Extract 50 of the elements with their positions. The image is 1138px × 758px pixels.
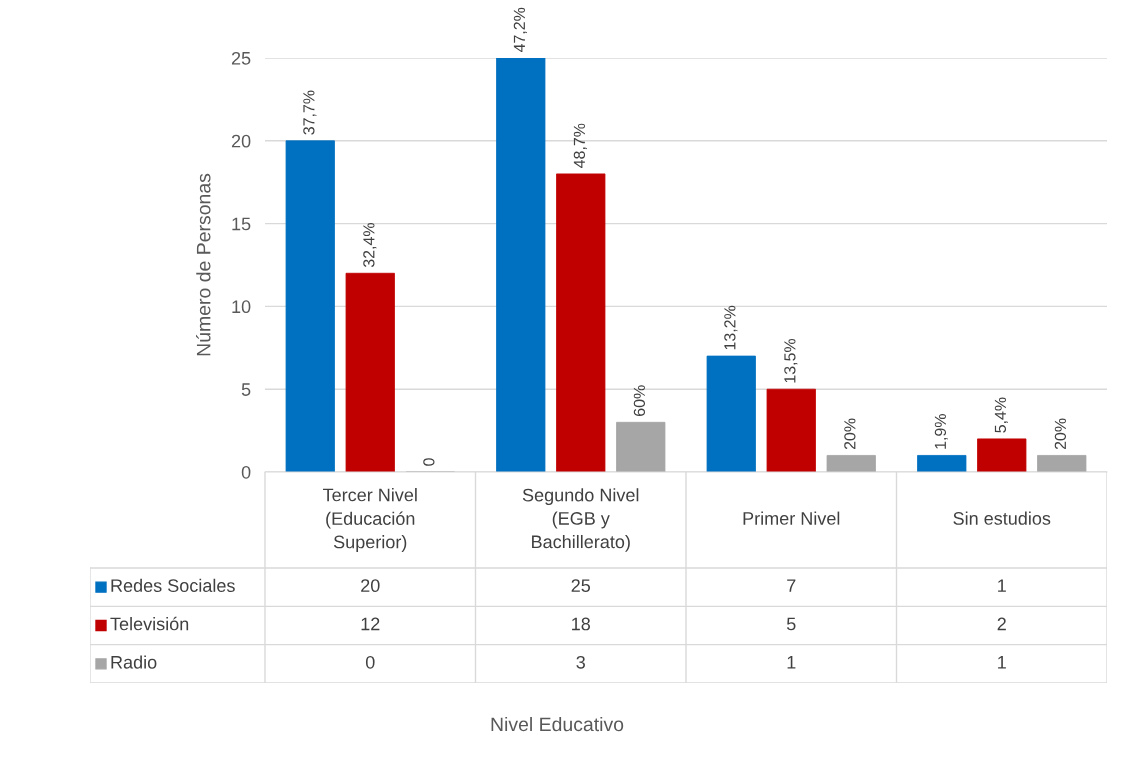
annotation: 60% xyxy=(633,385,646,416)
data-label: 20 xyxy=(361,579,380,593)
bar xyxy=(345,272,395,472)
annotation: 1,9% xyxy=(934,414,948,449)
bar xyxy=(1037,455,1087,472)
y-tick-label: 5 xyxy=(241,383,251,396)
text: 47,2% xyxy=(513,7,527,53)
data-label: 1 xyxy=(998,579,1006,592)
x-tick-label: Segundo Nivel (EGB y Bachillerato) xyxy=(522,488,639,552)
y-tick-label: 20 xyxy=(231,134,251,148)
annotation: 32,4% xyxy=(363,223,377,268)
bar xyxy=(977,438,1027,472)
y-axis-title: Número de Personas xyxy=(196,173,211,356)
data-label: 12 xyxy=(361,617,380,631)
bar xyxy=(616,421,666,472)
bar xyxy=(917,455,967,472)
data-label: 25 xyxy=(571,579,591,593)
data-label: 5 xyxy=(786,617,796,631)
bar xyxy=(496,58,546,472)
bar xyxy=(766,388,816,472)
annotation: 48,7% xyxy=(573,123,587,168)
data-label: 18 xyxy=(572,617,591,631)
bar xyxy=(826,455,876,472)
data-label: 0 xyxy=(365,655,375,669)
annotation: 20% xyxy=(1054,418,1067,450)
x-tick-label: Sin estudios xyxy=(953,511,1051,525)
legend-label: Redes Sociales xyxy=(111,578,235,593)
annotation: 5,4% xyxy=(994,397,1008,433)
data-label: 7 xyxy=(787,579,796,592)
legend-label: Televisión xyxy=(110,616,189,631)
text: Nivel Educativo xyxy=(491,716,624,732)
data-label: 1 xyxy=(787,656,796,669)
annotation: 13,2% xyxy=(724,305,738,350)
legend-label: Radio xyxy=(111,655,157,669)
x-tick-label: Tercer Nivel (Educación Superior) xyxy=(323,488,417,552)
data-label: 1 xyxy=(998,656,1006,669)
bar xyxy=(556,173,606,472)
annotation: 37,7% xyxy=(303,90,317,135)
bar xyxy=(285,140,335,472)
data-label: 3 xyxy=(576,655,585,669)
x-tick-label: Primer Nivel xyxy=(743,511,840,525)
annotation: 0 xyxy=(423,458,435,466)
y-tick-label: 0 xyxy=(241,465,251,479)
annotation: 20% xyxy=(844,418,856,450)
y-tick-label: 25 xyxy=(231,51,251,65)
y-tick-label: 10 xyxy=(232,300,251,314)
data-label: 2 xyxy=(997,617,1006,631)
bar xyxy=(706,355,756,472)
y-tick-label: 15 xyxy=(232,217,251,231)
annotation: 13,5% xyxy=(784,338,798,383)
